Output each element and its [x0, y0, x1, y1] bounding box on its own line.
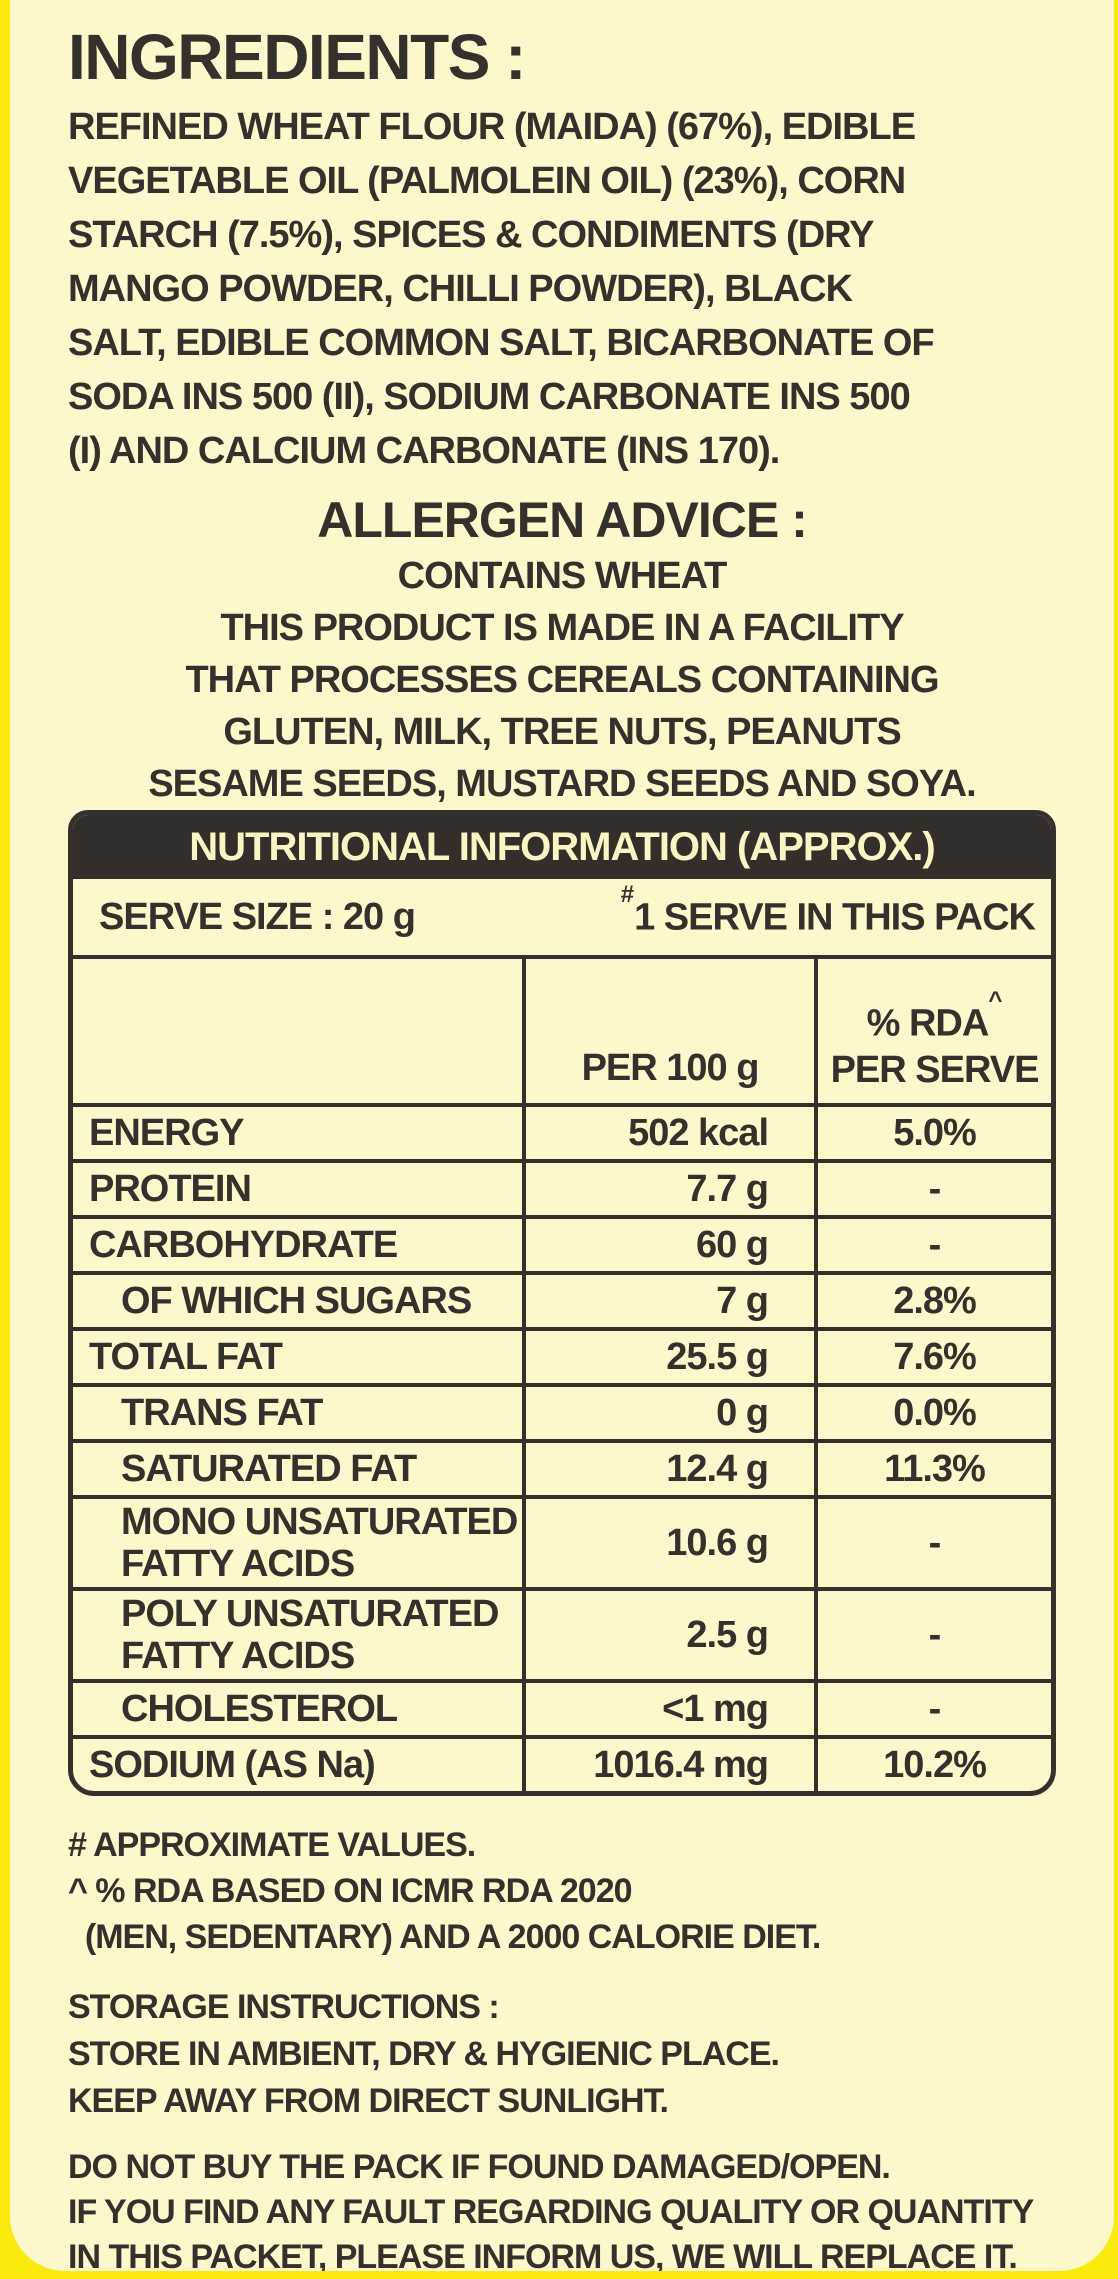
- rda-value: 11.3%: [884, 1448, 986, 1490]
- storage-title: STORAGE INSTRUCTIONS :: [68, 1988, 500, 2026]
- table-row-mufa: MONO UNSATURATED FATTY ACIDS 10.6 g -: [73, 1495, 1051, 1587]
- per-100g-value: 10.6 g: [526, 1499, 818, 1587]
- serves-per-pack-label: #1 SERVE IN THIS PACK: [620, 880, 1036, 939]
- nutrient-label: CHOLESTEROL: [73, 1683, 526, 1735]
- nutrient-label: TRANS FAT: [73, 1387, 526, 1439]
- allergen-text: CONTAINS WHEAT THIS PRODUCT IS MADE IN A…: [148, 555, 976, 805]
- label-panel: INGREDIENTS : REFINED WHEAT FLOUR (MAIDA…: [10, 0, 1114, 2271]
- nutrient-label: OF WHICH SUGARS: [73, 1275, 526, 1327]
- per-100g-value: 0 g: [526, 1387, 818, 1439]
- rda-value: 7.6%: [893, 1336, 977, 1378]
- hash-footnote-mark: #: [620, 880, 635, 908]
- rda-value: -: [928, 1614, 942, 1656]
- rda-value: 2.8%: [893, 1280, 977, 1322]
- header-per-100g-cell: PER 100 g: [526, 959, 818, 1103]
- nutrition-table-title: NUTRITIONAL INFORMATION (APPROX.): [189, 824, 935, 869]
- storage-instructions-section: STORAGE INSTRUCTIONS : STORE IN AMBIENT,…: [68, 1984, 1056, 2125]
- table-row-pufa: POLY UNSATURATED FATTY ACIDS 2.5 g -: [73, 1587, 1051, 1679]
- nutrient-label: SATURATED FAT: [73, 1443, 526, 1495]
- serve-size-row: SERVE SIZE : 20 g #1 SERVE IN THIS PACK: [73, 879, 1051, 955]
- nutrient-label: TOTAL FAT: [73, 1331, 526, 1383]
- nutrient-label: POLY UNSATURATED FATTY ACIDS: [73, 1591, 526, 1679]
- nutrient-label: ENERGY: [73, 1107, 526, 1159]
- rda-value: -: [928, 1688, 942, 1730]
- nutrient-label: SODIUM (AS Na): [73, 1739, 526, 1791]
- ingredients-section: INGREDIENTS : REFINED WHEAT FLOUR (MAIDA…: [68, 22, 1056, 478]
- rda-value: -: [928, 1522, 942, 1564]
- per-100g-value: 7.7 g: [526, 1163, 818, 1215]
- allergen-title: ALLERGEN ADVICE :: [317, 492, 808, 548]
- table-row-energy: ENERGY 502 kcal 5.0%: [73, 1103, 1051, 1159]
- header-rda-cell: % RDA^ PER SERVE: [830, 987, 1040, 1091]
- nutrition-table-title-bar: NUTRITIONAL INFORMATION (APPROX.): [73, 815, 1051, 879]
- per-100g-value: 7 g: [526, 1275, 818, 1327]
- per-100g-value: 60 g: [526, 1219, 818, 1271]
- storage-text: STORE IN AMBIENT, DRY & HYGIENIC PLACE. …: [68, 2035, 780, 2120]
- table-header-row: PER 100 g % RDA^ PER SERVE: [73, 955, 1051, 1103]
- nutrient-label: MONO UNSATURATED FATTY ACIDS: [73, 1499, 526, 1587]
- table-row-sugars: OF WHICH SUGARS 7 g 2.8%: [73, 1271, 1051, 1327]
- nutrient-label: CARBOHYDRATE: [73, 1219, 526, 1271]
- caret-footnote-mark: ^: [988, 987, 1003, 1015]
- per-100g-value: <1 mg: [526, 1683, 818, 1735]
- rda-value: -: [928, 1224, 942, 1266]
- rda-value: 10.2%: [883, 1744, 987, 1786]
- per-100g-value: 25.5 g: [526, 1331, 818, 1383]
- rda-value: 5.0%: [893, 1112, 977, 1154]
- table-row-sodium: SODIUM (AS Na) 1016.4 mg 10.2%: [73, 1735, 1051, 1791]
- table-row-carbohydrate: CARBOHYDRATE 60 g -: [73, 1215, 1051, 1271]
- rda-value: -: [928, 1168, 942, 1210]
- per-100g-value: 12.4 g: [526, 1443, 818, 1495]
- table-row-trans-fat: TRANS FAT 0 g 0.0%: [73, 1383, 1051, 1439]
- table-row-cholesterol: CHOLESTEROL <1 mg -: [73, 1679, 1051, 1735]
- table-row-protein: PROTEIN 7.7 g -: [73, 1159, 1051, 1215]
- per-100g-value: 2.5 g: [526, 1591, 818, 1679]
- per-100g-value: 502 kcal: [526, 1107, 818, 1159]
- table-row-saturated-fat: SATURATED FAT 12.4 g 11.3%: [73, 1439, 1051, 1495]
- ingredients-title: INGREDIENTS :: [68, 21, 526, 93]
- per-100g-value: 1016.4 mg: [526, 1739, 818, 1791]
- nutrition-table: NUTRITIONAL INFORMATION (APPROX.) SERVE …: [68, 810, 1056, 1796]
- allergen-section: ALLERGEN ADVICE : CONTAINS WHEAT THIS PR…: [68, 490, 1056, 810]
- nutrient-label: PROTEIN: [73, 1163, 526, 1215]
- rda-value: 0.0%: [893, 1392, 977, 1434]
- ingredients-text: REFINED WHEAT FLOUR (MAIDA) (67%), EDIBL…: [68, 106, 935, 472]
- warning-section: DO NOT BUY THE PACK IF FOUND DAMAGED/OPE…: [68, 2148, 1034, 2271]
- table-row-total-fat: TOTAL FAT 25.5 g 7.6%: [73, 1327, 1051, 1383]
- footnotes-section: # APPROXIMATE VALUES. ^ % RDA BASED ON I…: [68, 1826, 821, 1956]
- serve-size-label: SERVE SIZE : 20 g: [99, 895, 416, 938]
- header-nutrient-cell: [73, 959, 526, 1103]
